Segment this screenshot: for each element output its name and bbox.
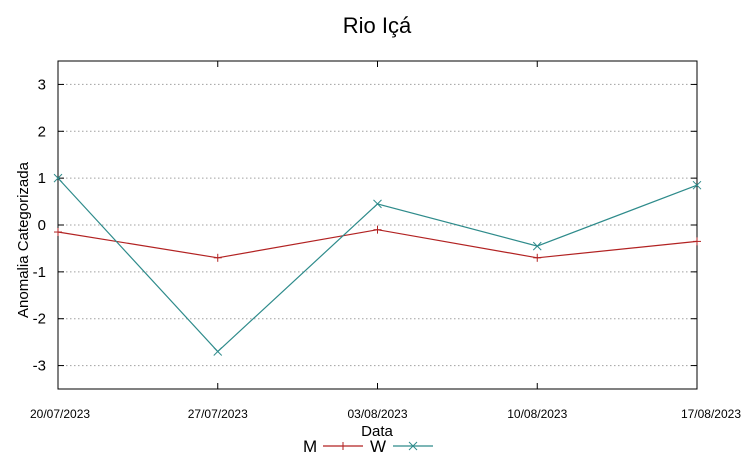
- x-tick-label: 03/08/2023: [347, 407, 407, 421]
- x-tick-label: 17/08/2023: [681, 407, 741, 421]
- legend-label: W: [370, 437, 386, 456]
- y-tick-label: 1: [38, 170, 46, 187]
- series-M: [54, 225, 701, 262]
- y-tick-label: 2: [38, 123, 46, 140]
- y-tick-label: 0: [38, 217, 46, 234]
- y-tick-label: 3: [38, 76, 46, 93]
- data-point-marker: [408, 441, 418, 451]
- chart-title: Rio Içá: [343, 13, 412, 38]
- y-axis: 3 2 1 0 -1 -2 -3: [33, 76, 697, 375]
- series-line-M: [57, 229, 698, 259]
- plot-area-frame: [57, 60, 698, 390]
- data-point-marker: [532, 241, 542, 251]
- x-axis-title: Data: [361, 423, 393, 440]
- legend-item-M: M: [303, 437, 363, 456]
- data-point-marker: [213, 347, 223, 356]
- legend-item-W: W: [370, 437, 433, 456]
- x-tick-label: 20/07/2023: [30, 407, 90, 421]
- series-W: [53, 173, 702, 356]
- x-axis: 20/07/2023 27/07/2023 03/08/2023 10/08/2023…: [30, 61, 741, 421]
- y-tick-label: -3: [33, 358, 46, 375]
- data-point-marker: [692, 180, 702, 190]
- data-point-marker: [53, 173, 63, 183]
- grid-lines: [58, 83, 697, 367]
- y-tick-label: -2: [33, 311, 46, 328]
- series-group: [53, 173, 702, 356]
- legend-label: M: [303, 437, 317, 456]
- y-tick-label: -1: [33, 264, 46, 281]
- y-axis-title: Anomalia Categorizada: [15, 161, 32, 318]
- data-point-marker: [373, 199, 382, 209]
- x-tick-label: 27/07/2023: [188, 407, 248, 421]
- x-tick-label: 10/08/2023: [507, 407, 567, 421]
